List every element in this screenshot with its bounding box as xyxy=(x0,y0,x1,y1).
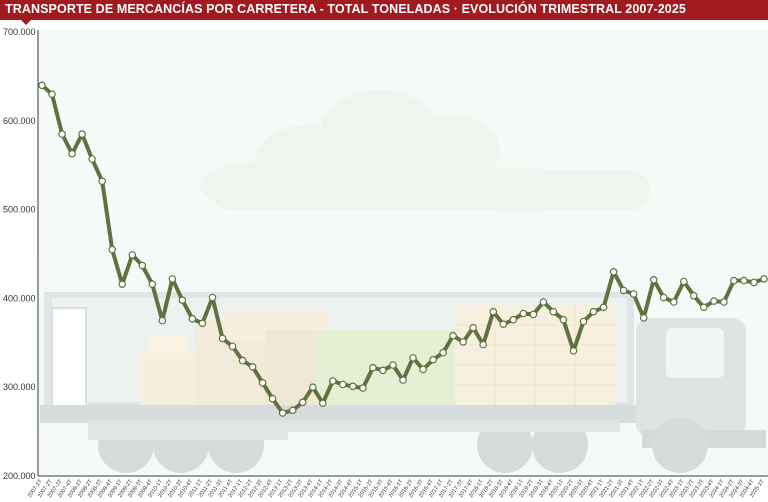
data-point xyxy=(760,275,768,283)
data-point xyxy=(529,310,538,319)
data-point xyxy=(248,362,257,371)
data-point xyxy=(228,342,237,351)
data-point xyxy=(599,303,608,312)
data-point xyxy=(619,286,628,295)
data-point xyxy=(128,251,137,259)
data-point xyxy=(720,298,728,306)
data-point xyxy=(629,290,638,298)
truck-wheels xyxy=(88,417,708,473)
data-point xyxy=(750,278,758,287)
chart-title: TRANSPORTE DE MERCANCÍAS POR CARRETERA -… xyxy=(5,2,686,16)
data-point xyxy=(288,406,297,415)
data-point xyxy=(38,81,46,90)
title-bar: TRANSPORTE DE MERCANCÍAS POR CARRETERA -… xyxy=(0,0,768,20)
data-point xyxy=(469,323,478,332)
data-point xyxy=(559,315,568,324)
data-point xyxy=(318,399,327,408)
data-point xyxy=(479,340,488,349)
data-point xyxy=(349,382,357,391)
data-point xyxy=(429,355,437,364)
data-point xyxy=(178,296,187,305)
data-point xyxy=(138,261,147,270)
data-point xyxy=(328,377,337,385)
data-point xyxy=(499,320,508,329)
data-point xyxy=(369,363,377,372)
data-point xyxy=(679,277,688,286)
data-point xyxy=(98,177,107,186)
data-point xyxy=(389,361,397,369)
data-point xyxy=(58,130,66,138)
title-notch xyxy=(20,19,32,25)
truck-illustration xyxy=(38,30,768,475)
cargo-boxes xyxy=(140,305,615,405)
data-point xyxy=(710,297,718,305)
data-point xyxy=(359,384,367,392)
data-point xyxy=(258,378,267,387)
data-point xyxy=(118,280,127,289)
data-point xyxy=(730,276,738,285)
y-tick-label: 400.000 xyxy=(3,293,36,303)
data-point xyxy=(439,348,447,357)
data-point xyxy=(338,380,347,389)
data-point xyxy=(238,356,247,365)
data-point xyxy=(88,155,96,163)
cloud-shape xyxy=(200,90,650,212)
data-point xyxy=(148,280,157,289)
y-tick-label: 600.000 xyxy=(3,116,36,126)
data-point xyxy=(549,307,558,316)
data-point xyxy=(589,307,598,316)
data-point xyxy=(108,245,117,254)
data-point xyxy=(308,383,317,392)
data-point xyxy=(509,315,518,324)
data-point xyxy=(649,275,658,284)
data-point xyxy=(539,298,548,306)
data-point xyxy=(419,365,427,374)
data-point xyxy=(379,366,387,375)
data-point xyxy=(298,398,307,407)
data-point xyxy=(689,291,698,300)
y-tick-label: 700.000 xyxy=(3,27,36,37)
data-point xyxy=(48,90,56,99)
series-layer xyxy=(38,81,768,417)
data-point xyxy=(218,334,227,343)
data-point xyxy=(669,298,678,306)
data-point xyxy=(740,276,748,285)
data-point xyxy=(399,376,407,384)
data-point xyxy=(158,316,167,325)
data-point xyxy=(659,293,668,302)
data-point xyxy=(278,409,287,417)
x-tick-labels: 2007-1T2007-2T2007-3T2007-4T2008-1T2008-… xyxy=(27,478,766,499)
y-tick-label: 500.000 xyxy=(3,205,36,215)
data-point xyxy=(489,307,498,316)
data-point xyxy=(609,267,618,276)
data-point xyxy=(459,338,468,346)
data-point xyxy=(639,314,648,322)
data-point xyxy=(699,303,708,312)
data-point xyxy=(168,275,177,283)
data-point xyxy=(449,331,457,340)
data-point xyxy=(188,314,197,323)
data-point xyxy=(208,293,217,302)
data-point xyxy=(198,319,207,328)
data-point xyxy=(519,309,528,318)
y-tick-label: 300.000 xyxy=(3,382,36,392)
data-point xyxy=(409,354,417,362)
data-point xyxy=(569,346,578,355)
y-tick-labels: 200.000 300.000 400.000 500.000 600.000 700.0… xyxy=(3,27,36,481)
data-point xyxy=(78,130,86,138)
data-point xyxy=(579,317,588,326)
data-point xyxy=(68,149,76,158)
y-tick-label: 200.000 xyxy=(3,471,36,481)
data-point xyxy=(268,394,277,403)
